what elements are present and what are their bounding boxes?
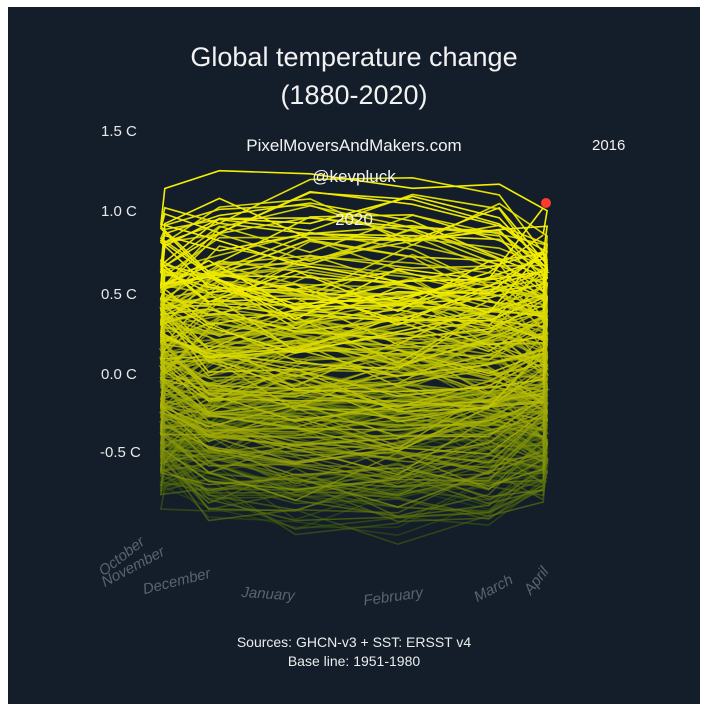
year-line — [160, 195, 549, 305]
month-label: April — [520, 563, 553, 598]
current-point-marker — [541, 198, 551, 208]
year-line — [160, 191, 548, 313]
year-line — [160, 190, 549, 284]
y-tick-label: 1.0 C — [101, 203, 137, 220]
highlight-year-label: 2016 — [592, 137, 626, 154]
y-tick-label: 0.5 C — [101, 286, 137, 303]
year-line — [160, 222, 549, 322]
watermark-handle: @kevpluck — [312, 167, 396, 186]
year-line — [159, 380, 548, 491]
y-tick-label: 1.5 C — [101, 123, 137, 140]
year-line — [159, 265, 549, 377]
year-line — [159, 224, 548, 354]
year-line — [160, 169, 548, 283]
chart-subtitle: (1880-2020) — [280, 80, 428, 110]
sources-note: Sources: GHCN-v3 + SST: ERSST v4 — [236, 634, 472, 650]
chart-frame: October November December January February Ma… — [8, 7, 700, 704]
month-label: December — [141, 565, 213, 598]
month-label: March — [471, 571, 516, 606]
current-year-label: 2020 — [335, 210, 373, 229]
month-label: January — [240, 584, 297, 605]
year-lines — [158, 169, 551, 546]
chart-title: Global temperature change — [190, 42, 518, 72]
year-line — [160, 197, 548, 311]
year-line — [160, 176, 548, 302]
watermark-site: PixelMoversAndMakers.com — [246, 136, 462, 155]
y-tick-label: 0.0 C — [101, 366, 137, 383]
baseline-note: Base line: 1951-1980 — [287, 653, 421, 669]
y-tick-label: -0.5 C — [100, 444, 141, 461]
month-label: February — [362, 584, 425, 609]
year-line — [159, 217, 548, 326]
